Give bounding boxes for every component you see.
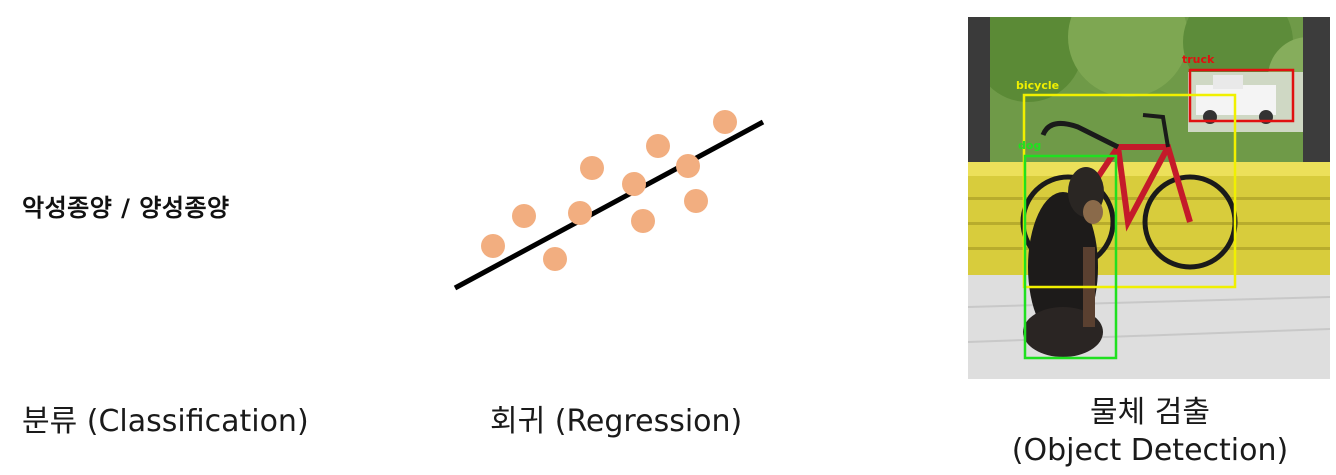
regression-point bbox=[646, 134, 670, 158]
object-detection-photo: truck bicycle dog bbox=[968, 17, 1330, 379]
regression-scatter-plot bbox=[453, 110, 765, 291]
dog-label: dog bbox=[1018, 139, 1041, 152]
regression-point bbox=[622, 172, 646, 196]
detection-caption: 물체 검출 (Object Detection) bbox=[1010, 394, 1290, 470]
detection-caption-line2: (Object Detection) bbox=[1011, 433, 1289, 468]
regression-point bbox=[543, 247, 567, 271]
detection-caption-line1: 물체 검출 bbox=[1090, 395, 1210, 430]
regression-point bbox=[568, 201, 592, 225]
dog-shape bbox=[1023, 167, 1104, 357]
regression-point bbox=[676, 154, 700, 178]
dog-bounding-box bbox=[1023, 154, 1118, 360]
regression-point bbox=[631, 209, 655, 233]
truck-label: truck bbox=[1182, 53, 1215, 66]
bicycle-label: bicycle bbox=[1016, 79, 1059, 92]
regression-point bbox=[713, 110, 737, 134]
porch-floor bbox=[968, 275, 1330, 379]
regression-line bbox=[453, 119, 765, 291]
regression-point bbox=[512, 204, 536, 228]
left-pillar bbox=[968, 17, 990, 197]
regression-point bbox=[580, 156, 604, 180]
regression-caption: 회귀 (Regression) bbox=[490, 404, 743, 439]
regression-points bbox=[481, 110, 737, 271]
classification-caption: 분류 (Classification) bbox=[22, 404, 309, 439]
regression-point bbox=[684, 189, 708, 213]
classification-example-text: 악성종양 / 양성종양 bbox=[22, 194, 230, 222]
regression-point bbox=[481, 234, 505, 258]
